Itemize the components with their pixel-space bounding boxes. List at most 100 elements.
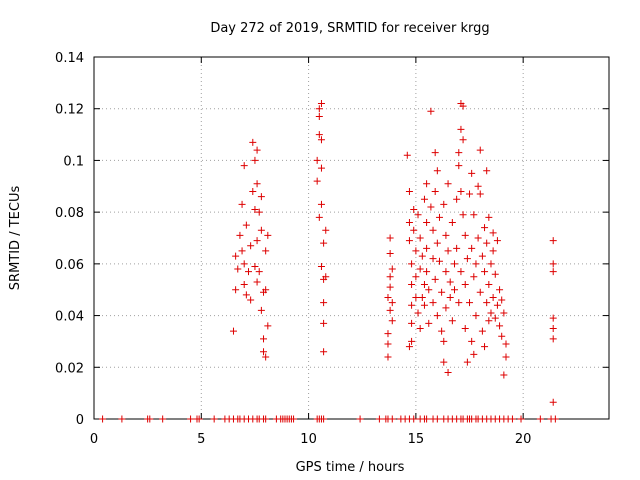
data-point: [461, 231, 469, 239]
data-point: [320, 415, 328, 423]
data-point: [262, 286, 270, 294]
data-point: [253, 146, 261, 154]
data-point: [440, 358, 448, 366]
data-point: [459, 136, 467, 144]
data-point: [433, 415, 441, 423]
data-point: [476, 288, 484, 296]
data-point: [322, 226, 330, 234]
data-point: [431, 275, 439, 283]
data-point: [408, 281, 416, 289]
data-point: [470, 350, 478, 358]
data-point: [496, 286, 504, 294]
data-point: [423, 268, 431, 276]
data-point: [423, 218, 431, 226]
data-point: [423, 415, 431, 423]
x-tick-label: 15: [408, 432, 425, 447]
data-point: [313, 177, 321, 185]
data-point: [251, 262, 259, 270]
y-tick-label: 0.14: [55, 51, 84, 66]
data-point: [435, 257, 443, 265]
data-point: [99, 415, 107, 423]
data-point: [290, 415, 298, 423]
data-point: [453, 195, 461, 203]
data-point: [478, 327, 486, 335]
x-tick-label: 10: [300, 432, 317, 447]
data-point: [249, 187, 257, 195]
data-point: [493, 237, 501, 245]
data-point: [408, 260, 416, 268]
data-point: [549, 268, 557, 276]
data-point: [245, 268, 252, 276]
data-point: [476, 190, 484, 198]
data-point: [500, 371, 508, 379]
data-point: [455, 162, 463, 170]
data-point: [487, 309, 495, 317]
data-point: [315, 105, 323, 113]
data-point: [418, 252, 426, 260]
data-point: [427, 203, 435, 211]
x-tick-label: 20: [515, 432, 532, 447]
grid: [94, 57, 609, 419]
data-point: [472, 312, 480, 320]
data-point: [315, 131, 323, 139]
data-point: [481, 343, 489, 351]
y-tick-label: 0.12: [55, 103, 84, 118]
data-point: [429, 226, 437, 234]
data-point: [159, 415, 167, 423]
data-point: [317, 100, 325, 108]
data-points: [99, 100, 559, 423]
data-point: [412, 293, 420, 301]
data-point: [463, 255, 471, 263]
data-point: [315, 213, 323, 221]
data-point: [257, 226, 265, 234]
data-point: [483, 167, 491, 175]
data-point: [483, 239, 491, 247]
data-point: [238, 200, 246, 208]
data-point: [251, 156, 259, 164]
data-point: [317, 262, 325, 270]
data-point: [253, 237, 261, 245]
data-point: [260, 348, 268, 356]
data-point: [410, 415, 418, 423]
data-point: [414, 211, 422, 219]
data-point: [468, 337, 476, 345]
data-point: [444, 368, 452, 376]
data-point: [489, 293, 497, 301]
data-point: [549, 335, 557, 343]
data-point: [253, 180, 261, 188]
data-point: [549, 237, 557, 245]
data-point: [420, 301, 428, 309]
data-point: [375, 415, 383, 423]
data-point: [320, 348, 328, 356]
y-tick-label: 0: [76, 413, 84, 428]
data-point: [472, 260, 480, 268]
data-point: [315, 112, 323, 120]
data-point: [493, 301, 501, 309]
data-point: [320, 299, 328, 307]
data-point: [549, 398, 557, 406]
plot-frame: [93, 56, 610, 420]
data-point: [384, 353, 392, 361]
y-tick-label: 0.08: [55, 206, 84, 221]
data-point: [459, 102, 467, 110]
data-point: [463, 358, 471, 366]
data-point: [249, 138, 257, 146]
data-point: [457, 125, 465, 133]
data-point: [317, 200, 325, 208]
data-point: [253, 278, 261, 286]
data-point: [442, 268, 450, 276]
data-point: [238, 247, 246, 255]
data-point: [420, 281, 428, 289]
data-point: [502, 353, 510, 361]
data-point: [388, 317, 396, 325]
data-point: [440, 200, 448, 208]
data-point: [418, 293, 426, 301]
data-point: [474, 182, 482, 190]
data-point: [384, 340, 392, 348]
data-point: [478, 252, 486, 260]
data-point: [481, 224, 489, 232]
data-point: [405, 187, 413, 195]
data-point: [405, 343, 413, 351]
data-point: [317, 164, 325, 172]
